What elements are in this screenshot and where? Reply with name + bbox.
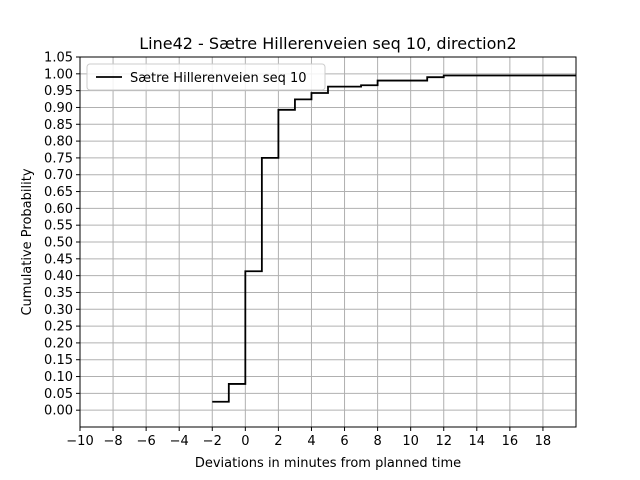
y-tick-label: 0.15: [44, 353, 73, 368]
x-tick-label: 4: [307, 434, 315, 449]
x-tick-label: 8: [373, 434, 381, 449]
y-tick-label: 0.20: [44, 336, 73, 351]
y-tick-label: 0.40: [44, 269, 73, 284]
x-tick-label: 10: [402, 434, 419, 449]
x-tick-label: 16: [502, 434, 519, 449]
y-tick-label: 0.95: [44, 84, 73, 99]
legend: Sætre Hillerenveien seq 10: [86, 63, 326, 91]
x-tick-label: 12: [435, 434, 452, 449]
legend-box: [86, 63, 326, 91]
y-tick-label: 0.35: [44, 286, 73, 301]
y-tick-label: 0.60: [44, 202, 73, 217]
x-tick-label: 6: [340, 434, 348, 449]
x-tick-label: 14: [469, 434, 486, 449]
x-tick-label: −4: [170, 434, 189, 449]
y-axis-title: Cumulative Probability: [20, 168, 35, 315]
x-tick-label: −8: [103, 434, 122, 449]
y-tick-label: 0.30: [44, 303, 73, 318]
y-tick-label: 0.50: [44, 236, 73, 251]
legend-label: Sætre Hillerenveien seq 10: [130, 71, 307, 86]
y-tick-label: 0.25: [44, 320, 73, 335]
y-tick-label: 0.75: [44, 151, 73, 166]
x-tick-label: 0: [241, 434, 249, 449]
y-tick-label: 0.85: [44, 118, 73, 133]
y-tick-label: 0.05: [44, 387, 73, 402]
x-tick-label: −6: [137, 434, 156, 449]
y-tick-label: 0.00: [44, 404, 73, 419]
series-layer: [212, 74, 576, 403]
y-tick-label: 1.00: [44, 67, 73, 82]
y-tick-label: 0.55: [44, 219, 73, 234]
x-tick-label: −10: [66, 434, 93, 449]
series-step-line: [212, 74, 576, 403]
y-tick-label: 0.10: [44, 370, 73, 385]
y-tick-label: 0.90: [44, 101, 73, 116]
chart-title: Line42 - Sætre Hillerenveien seq 10, dir…: [139, 34, 516, 53]
x-axis: −10 −8 −6 −4 −2 0 2 4 6 8 10 12 14 16 18: [66, 427, 551, 449]
y-tick-label: 0.65: [44, 185, 73, 200]
y-axis: 0.00 0.05 0.10 0.15 0.200.25 0.30 0.35 0.40 0.45…: [44, 51, 80, 419]
y-tick-label: 0.80: [44, 135, 73, 150]
y-tick-label: 0.45: [44, 252, 73, 267]
y-tick-label: 0.70: [44, 168, 73, 183]
x-tick-label: −2: [203, 434, 222, 449]
x-axis-title: Deviations in minutes from planned time: [195, 456, 461, 471]
x-tick-label: 18: [535, 434, 552, 449]
x-tick-label: 2: [274, 434, 282, 449]
grid: [79, 56, 576, 427]
y-tick-label: 1.05: [44, 51, 73, 66]
